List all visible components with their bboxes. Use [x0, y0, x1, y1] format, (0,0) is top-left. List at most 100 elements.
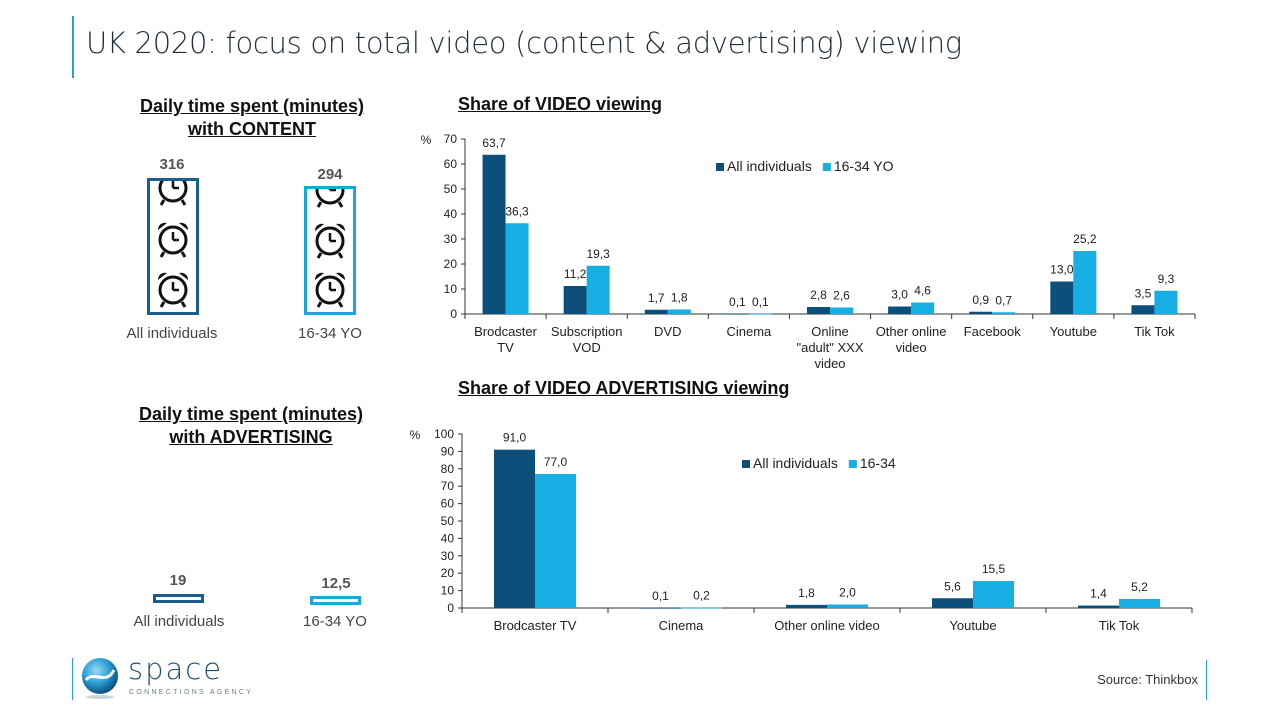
- legend-swatch: [716, 163, 724, 171]
- y-tick-label: 30: [441, 549, 455, 563]
- content-heading-line2: with CONTENT: [188, 119, 316, 139]
- y-tick-label: 60: [441, 497, 455, 511]
- source-note: Source: Thinkbox: [1097, 672, 1198, 687]
- data-label: 2,8: [810, 288, 827, 302]
- y-tick-label: 30: [444, 232, 458, 246]
- y-axis-unit: %: [410, 428, 421, 442]
- logo-wordmark: space: [128, 652, 224, 686]
- advertising-value-1634: 12,5: [321, 575, 351, 592]
- bar: [535, 474, 576, 608]
- bar: [830, 307, 853, 314]
- x-tick-label: Youtube: [949, 618, 996, 633]
- data-label: 0,7: [995, 293, 1012, 307]
- bar: [1119, 598, 1160, 608]
- data-label: 63,7: [482, 136, 506, 150]
- advertising-label-1634: 16-34 YO: [303, 613, 367, 630]
- bar: [640, 607, 681, 609]
- content-value-1634: 294: [317, 166, 343, 183]
- alarm-clock-icon: [157, 222, 189, 258]
- content-clock-stack-all: [147, 178, 199, 315]
- x-tick-label: Brodcaster TV: [494, 618, 577, 633]
- x-tick-label: Other online video: [774, 618, 880, 633]
- data-label: 1,7: [648, 291, 665, 305]
- legend-label: 16-34: [860, 455, 896, 471]
- y-tick-label: 90: [441, 444, 455, 458]
- alarm-clock-icon: [157, 272, 189, 308]
- bar: [969, 311, 993, 314]
- page-title: UK 2020: focus on total video (content &…: [86, 26, 962, 60]
- bar: [748, 313, 772, 315]
- footer-accent-line-left: [72, 658, 73, 700]
- alarm-clock-icon: [314, 272, 346, 308]
- data-label: 15,5: [982, 562, 1006, 576]
- x-tick-label: Online: [811, 324, 849, 339]
- data-label: 0,2: [693, 589, 710, 603]
- bar: [482, 154, 506, 314]
- data-label: 4,6: [914, 284, 931, 298]
- data-label: 0,1: [729, 295, 746, 309]
- x-tick-label: Cinema: [659, 618, 705, 633]
- y-axis-unit: %: [421, 133, 432, 147]
- bar: [563, 286, 587, 314]
- data-label: 13,0: [1050, 263, 1074, 277]
- advertising-heading-line2: with ADVERTISING: [169, 427, 333, 447]
- data-label: 3,0: [891, 288, 908, 302]
- advertising-label-all: All individuals: [133, 613, 225, 630]
- y-tick-label: 80: [441, 462, 455, 476]
- content-panel-heading: Daily time spent (minutes) with CONTENT: [112, 95, 392, 141]
- data-label: 2,6: [833, 289, 850, 303]
- x-tick-label: TV: [497, 340, 514, 355]
- content-value-all: 316: [159, 156, 185, 173]
- x-tick-label: Youtube: [1050, 324, 1097, 339]
- y-tick-label: 10: [441, 584, 455, 598]
- y-tick-label: 20: [441, 566, 455, 580]
- content-heading-line1: Daily time spent (minutes): [139, 96, 365, 116]
- bar: [911, 302, 935, 314]
- footer-accent-line-right: [1206, 660, 1207, 700]
- y-tick-label: 10: [444, 282, 458, 296]
- data-label: 19,3: [586, 247, 610, 261]
- video-chart-title: Share of VIDEO viewing: [458, 94, 663, 114]
- advertising-chart-title: Share of VIDEO ADVERTISING viewing: [458, 378, 790, 398]
- data-label: 5,6: [944, 579, 961, 593]
- advertising-panel-heading: Daily time spent (minutes) with ADVERTIS…: [111, 403, 391, 449]
- legend-swatch: [822, 163, 831, 171]
- data-label: 5,2: [1131, 580, 1148, 594]
- y-tick-label: 70: [444, 132, 458, 146]
- bar: [827, 604, 868, 608]
- bar: [992, 312, 1016, 314]
- bar: [1078, 605, 1119, 608]
- y-tick-label: 0: [450, 307, 457, 321]
- x-tick-label: Facebook: [964, 324, 1022, 339]
- data-label: 1,8: [798, 586, 815, 600]
- bar: [932, 598, 973, 608]
- content-clock-stack-1634: [304, 186, 356, 315]
- alarm-clock-icon: [314, 223, 346, 259]
- bar: [494, 449, 535, 608]
- advertising-value-all: 19: [169, 572, 187, 589]
- y-tick-label: 60: [444, 157, 458, 171]
- bar: [1154, 290, 1178, 314]
- x-tick-label: Other online: [876, 324, 947, 339]
- y-tick-label: 0: [447, 601, 454, 615]
- bar: [786, 604, 827, 608]
- legend-label: All individuals: [753, 455, 838, 471]
- data-label: 91,0: [503, 431, 527, 445]
- legend-swatch: [848, 460, 857, 468]
- data-label: 9,3: [1158, 272, 1175, 286]
- bar: [667, 309, 691, 314]
- bar: [586, 265, 610, 314]
- space-logo: space CONNECTIONS AGENCY: [80, 652, 251, 702]
- bar: [1131, 305, 1155, 314]
- x-tick-label: Brodcaster: [474, 324, 538, 339]
- x-tick-label: DVD: [654, 324, 681, 339]
- alarm-clock-icon: [315, 189, 345, 208]
- data-label: 0,1: [652, 589, 669, 603]
- y-tick-label: 40: [441, 531, 455, 545]
- data-label: 1,8: [671, 291, 688, 305]
- bar: [644, 309, 668, 314]
- alarm-clock-icon: [158, 181, 188, 206]
- bar: [1050, 281, 1074, 314]
